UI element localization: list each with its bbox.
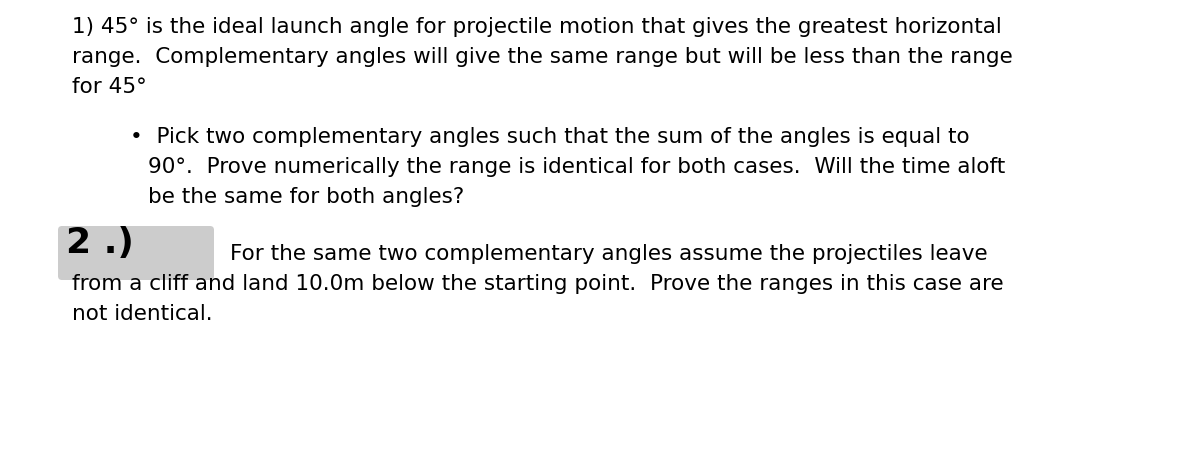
Text: range.  Complementary angles will give the same range but will be less than the : range. Complementary angles will give th… (72, 47, 1013, 67)
Text: not identical.: not identical. (72, 304, 212, 323)
Text: •  Pick two complementary angles such that the sum of the angles is equal to: • Pick two complementary angles such tha… (130, 127, 970, 147)
Text: For the same two complementary angles assume the projectiles leave: For the same two complementary angles as… (230, 244, 988, 263)
FancyBboxPatch shape (58, 226, 214, 281)
Text: be the same for both angles?: be the same for both angles? (148, 187, 464, 207)
Text: 90°.  Prove numerically the range is identical for both cases.  Will the time al: 90°. Prove numerically the range is iden… (148, 156, 1006, 177)
Text: for 45°: for 45° (72, 77, 146, 97)
Text: from a cliff and land 10.0m below the starting point.  Prove the ranges in this : from a cliff and land 10.0m below the st… (72, 273, 1003, 293)
Text: 1) 45° is the ideal launch angle for projectile motion that gives the greatest h: 1) 45° is the ideal launch angle for pro… (72, 17, 1002, 37)
Text: 2 .): 2 .) (66, 226, 134, 259)
